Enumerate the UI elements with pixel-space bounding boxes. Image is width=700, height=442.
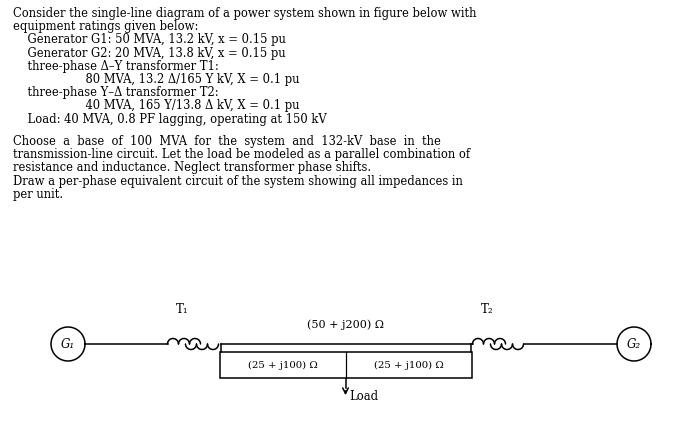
Text: T₂: T₂ — [481, 303, 493, 316]
Text: resistance and inductance. Neglect transformer phase shifts.: resistance and inductance. Neglect trans… — [13, 161, 371, 175]
Text: G₁: G₁ — [61, 338, 75, 351]
Text: transmission-line circuit. Let the load be modeled as a parallel combination of: transmission-line circuit. Let the load … — [13, 148, 470, 161]
Text: Generator G1: 50 MVA, 13.2 kV, x = 0.15 pu: Generator G1: 50 MVA, 13.2 kV, x = 0.15 … — [13, 34, 286, 46]
Text: Consider the single-line diagram of a power system shown in figure below with: Consider the single-line diagram of a po… — [13, 7, 477, 20]
Text: three-phase Y–Δ transformer T2:: three-phase Y–Δ transformer T2: — [13, 86, 218, 99]
Text: Draw a per-phase equivalent circuit of the system showing all impedances in: Draw a per-phase equivalent circuit of t… — [13, 175, 463, 188]
Text: per unit.: per unit. — [13, 188, 63, 201]
Text: Load: 40 MVA, 0.8 PF lagging, operating at 150 kV: Load: 40 MVA, 0.8 PF lagging, operating … — [13, 113, 327, 126]
Text: 40 MVA, 165 Y/13.8 Δ kV, X = 0.1 pu: 40 MVA, 165 Y/13.8 Δ kV, X = 0.1 pu — [13, 99, 300, 112]
Bar — [220, 352, 472, 378]
Text: T₁: T₁ — [176, 303, 188, 316]
Text: (25 + j100) Ω: (25 + j100) Ω — [374, 360, 443, 370]
Text: Choose  a  base  of  100  MVA  for  the  system  and  132-kV  base  in  the: Choose a base of 100 MVA for the system … — [13, 135, 441, 148]
Text: Load: Load — [349, 389, 379, 403]
Text: (50 + j200) Ω: (50 + j200) Ω — [307, 320, 384, 330]
Text: three-phase Δ–Y transformer T1:: three-phase Δ–Y transformer T1: — [13, 60, 218, 73]
Text: equipment ratings given below:: equipment ratings given below: — [13, 20, 198, 33]
Text: Generator G2: 20 MVA, 13.8 kV, x = 0.15 pu: Generator G2: 20 MVA, 13.8 kV, x = 0.15 … — [13, 46, 286, 60]
Text: G₂: G₂ — [627, 338, 641, 351]
Text: (25 + j100) Ω: (25 + j100) Ω — [248, 360, 317, 370]
Text: 80 MVA, 13.2 Δ/165 Y kV, X = 0.1 pu: 80 MVA, 13.2 Δ/165 Y kV, X = 0.1 pu — [13, 73, 300, 86]
